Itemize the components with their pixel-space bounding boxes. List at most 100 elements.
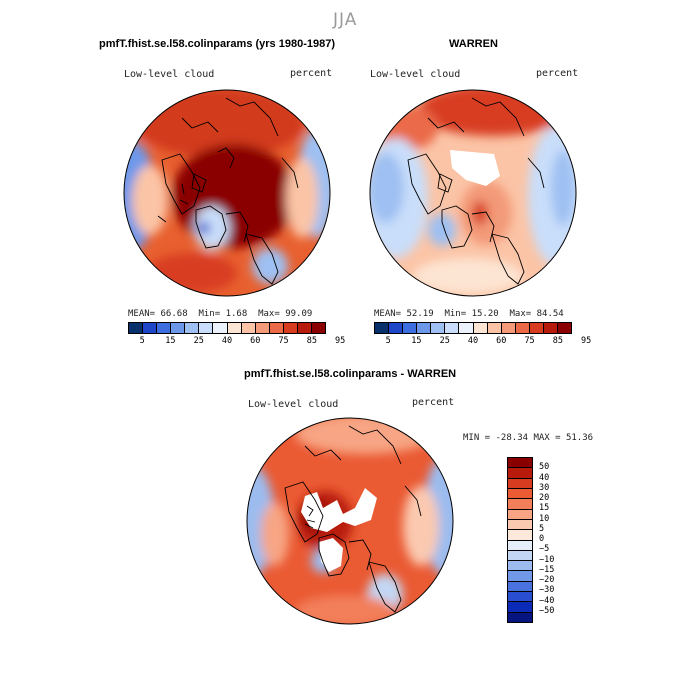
- panel1-colorbar-tick-label: 95: [335, 336, 346, 346]
- panel2-units-label: percent: [536, 68, 579, 79]
- panel1-greenland-core: [198, 222, 210, 234]
- panel1-colorbar-swatch: [129, 323, 144, 333]
- panel1-title: pmfT.fhist.se.l58.colinparams (yrs 1980-…: [99, 38, 335, 50]
- difference-colorbar-tick-label: 50: [539, 462, 550, 473]
- difference-greenland-missing: [319, 538, 343, 572]
- panel1-min-label: Min=: [198, 309, 221, 319]
- panel1-colorbar-swatch: [213, 323, 228, 333]
- difference-colorbar-swatch: [508, 509, 532, 520]
- panel2-colorbar-swatch: [515, 323, 530, 333]
- panel2-colorbar-swatch: [375, 323, 390, 333]
- difference-colorbar-tick-label: 5: [539, 523, 545, 534]
- panel2-east-lower: [551, 150, 575, 226]
- difference-colorbar-tick-label: −10: [539, 554, 555, 565]
- difference-colorbar-swatch: [508, 499, 532, 510]
- difference-colorbar-swatch: [508, 519, 532, 531]
- difference-colorbar-tick-label: −5: [539, 544, 550, 555]
- difference-title: pmfT.fhist.se.l58.colinparams - WARREN: [244, 368, 457, 380]
- difference-colorbar-swatch: [508, 612, 532, 622]
- panel1-ocean-high-north: [135, 90, 305, 158]
- panel2-colorbar-tick-label: 25: [439, 336, 450, 346]
- panel2-stats: MEAN= 52.19 Min= 15.20 Max= 84.54: [374, 309, 564, 319]
- panel1-max-label: Max=: [258, 309, 280, 319]
- difference-south-mid: [295, 595, 395, 624]
- panel1-units-label: percent: [290, 68, 333, 79]
- difference-colorbar-tick-label: 30: [539, 482, 550, 493]
- panel1-max-value: 99.09: [285, 309, 313, 319]
- difference-colorbar-swatch: [508, 550, 532, 562]
- panel1-arctic-max: [172, 144, 296, 248]
- panel2-mean-label: MEAN=: [374, 309, 402, 319]
- panel2-colorbar-swatch: [543, 323, 559, 333]
- panel2-polar-map: [369, 89, 577, 297]
- difference-colorbar-swatch: [508, 540, 532, 551]
- panel2-colorbar-swatch: [558, 323, 572, 333]
- difference-minmax: MIN = -28.34 MAX = 51.36: [463, 433, 593, 443]
- panel1-west-soft: [132, 165, 168, 235]
- difference-colorbar-swatch: [508, 478, 532, 489]
- difference-colorbar-tick-label: −20: [539, 575, 555, 585]
- difference-east-soft: [403, 486, 439, 566]
- difference-variable-label: Low-level cloud: [248, 399, 339, 410]
- panel2-colorbar-swatch: [501, 323, 516, 333]
- season-title: JJA: [333, 10, 358, 30]
- panel2-max-value: 84.54: [536, 309, 564, 319]
- difference-polar-map: [246, 417, 454, 625]
- difference-colorbar-tick-label: 40: [539, 472, 550, 483]
- panel1-mean-value: 66.68: [160, 309, 188, 319]
- panel2-colorbar-tick-label: 95: [581, 336, 592, 346]
- panel1-colorbar: 5 15 25 40 60 75 85 95: [128, 322, 345, 346]
- panel1-colorbar-swatch: [312, 323, 326, 333]
- panel2-missing-data: [450, 150, 500, 186]
- difference-west-soft: [261, 502, 289, 566]
- panel1-stats: MEAN= 66.68 Min= 1.68 Max= 99.09: [128, 309, 312, 319]
- panel1-colorbar-tick-label: 60: [250, 336, 261, 346]
- difference-colorbar-tick-label: −15: [539, 564, 555, 575]
- difference-colorbar: 50 40 30 20 15 10 5 0 −5 −10 −15 −20 −30 −40 −50: [507, 457, 597, 623]
- panel2-south-mild: [413, 258, 523, 294]
- panel1-colorbar-swatch: [199, 323, 214, 333]
- panel1-colorbar-swatch: [241, 323, 256, 333]
- difference-max-value: 51.36: [565, 433, 594, 443]
- difference-units-label: percent: [412, 397, 455, 408]
- difference-colorbar-tick-label: 15: [539, 503, 550, 514]
- panel1-colorbar-tick-label: 25: [193, 336, 204, 346]
- difference-missing-data: [301, 488, 377, 532]
- panel1-colorbar-swatch: [171, 323, 186, 333]
- difference-colorbar-swatch: [508, 602, 532, 613]
- difference-colorbar-swatch: [508, 571, 532, 582]
- panel2-colorbar-swatch: [529, 323, 544, 333]
- difference-colorbar-tick-label: −50: [539, 605, 555, 616]
- panel2-title: WARREN: [449, 38, 498, 50]
- panel2-coastlines: [407, 97, 545, 285]
- panel1-colorbar-tick-label: 75: [278, 336, 289, 346]
- difference-colorbar-swatch: [508, 530, 532, 541]
- difference-colorbar-tick-label: −40: [539, 595, 555, 606]
- difference-min-label: MIN =: [463, 433, 491, 443]
- panel2-min-value: 15.20: [471, 309, 499, 319]
- difference-colorbar-tick-label: 20: [539, 493, 550, 503]
- panel1-colorbar-swatch: [143, 323, 158, 333]
- panel2-greenland-low: [428, 214, 456, 246]
- panel2-west-lower: [370, 153, 404, 223]
- panel2-colorbar-swatch: [389, 323, 404, 333]
- difference-colorbar-swatch: [508, 468, 532, 479]
- panel1-colorbar-tick-label: 85: [306, 336, 317, 346]
- panel2-colorbar-tick-label: 75: [524, 336, 535, 346]
- panel1-colorbar-swatch: [269, 323, 284, 333]
- panel1-min-value: 1.68: [225, 309, 248, 319]
- panel1-colorbar-swatch: [227, 323, 242, 333]
- difference-colorbar-swatch: [508, 581, 532, 593]
- difference-colorbar-tick-label: 10: [539, 513, 550, 524]
- panel2-colorbar-swatch: [431, 323, 446, 333]
- difference-colorbar-tick-label: −30: [539, 585, 555, 596]
- panel1-mean-label: MEAN=: [128, 309, 156, 319]
- panel1-east-soft: [286, 158, 318, 238]
- difference-max-label: MAX =: [533, 433, 561, 443]
- panel1-variable-label: Low-level cloud: [124, 69, 215, 80]
- panel2-colorbar-tick-label: 5: [385, 336, 391, 346]
- panel2-colorbar-swatch: [459, 323, 474, 333]
- panel2-colorbar-tick-label: 85: [552, 336, 563, 346]
- panel1-coastlines: [157, 97, 299, 285]
- panel2-colorbar-swatch: [403, 323, 418, 333]
